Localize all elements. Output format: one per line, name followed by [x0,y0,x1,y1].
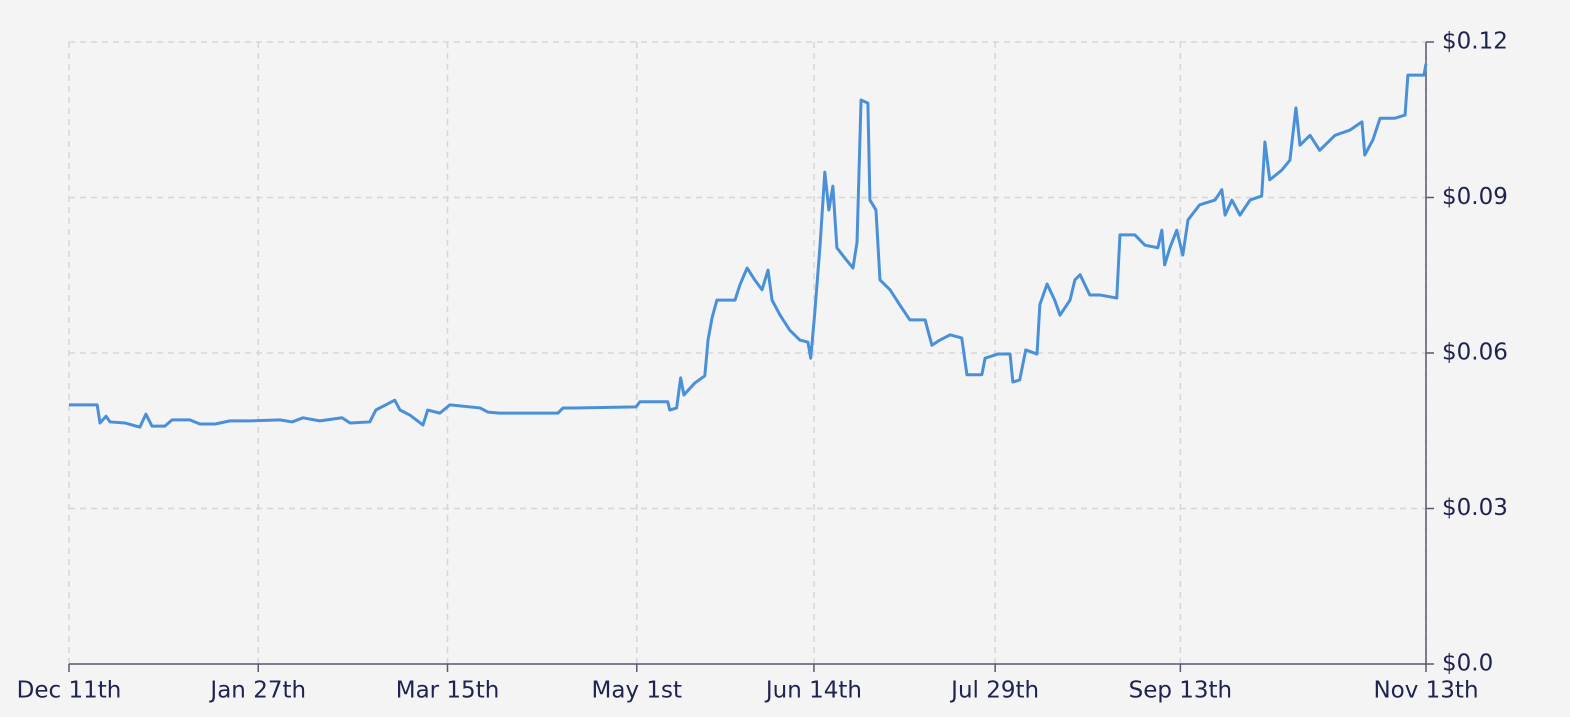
y-tick-label: $0.06 [1442,340,1508,366]
x-tick-label: Nov 13th [1373,678,1478,704]
x-tick-label: Mar 15th [396,678,500,704]
price-line [69,63,1428,429]
x-tick-label: Jan 27th [208,678,306,704]
y-tick-label: $0.12 [1442,29,1508,55]
x-tick-label: Jul 29th [949,678,1039,704]
y-tick-label: $0.03 [1442,495,1508,521]
x-tick-label: Dec 11th [17,678,122,704]
x-tick-label: May 1st [592,678,683,704]
y-tick-label: $0.09 [1442,184,1508,210]
x-tick-label: Sep 13th [1129,678,1233,704]
y-tick-label: $0.0 [1442,651,1493,677]
x-tick-label: Jun 14th [764,678,862,704]
